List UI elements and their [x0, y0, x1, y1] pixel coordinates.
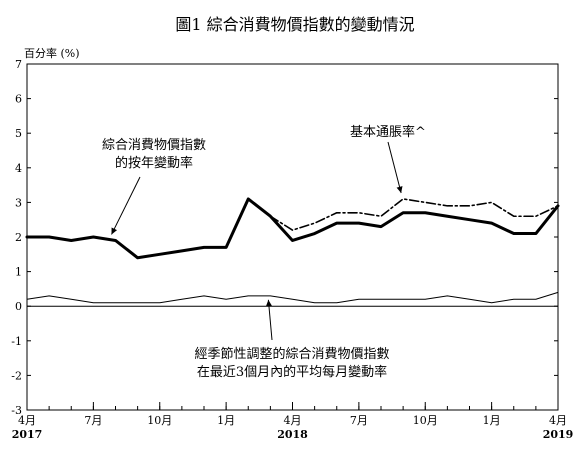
- annotation-2-line: 基本通脹率^: [350, 124, 426, 140]
- y-tick-label: -1: [11, 335, 22, 348]
- series-line-3: [26, 291, 559, 304]
- annotation-3-line: 經季節性調整的綜合消費物價指數: [194, 346, 389, 362]
- x-tick-label: 4月: [18, 414, 36, 427]
- y-tick-label: -3: [11, 404, 22, 417]
- annotation-2-arrow-shaft: [387, 141, 402, 194]
- annotation-2-arrow-head: [396, 186, 403, 193]
- x-tick-label: 10月: [413, 414, 438, 427]
- x-tick-label: 1月: [483, 414, 501, 427]
- annotation-1-arrow-head: [111, 227, 118, 235]
- y-tick-label: 4: [15, 162, 22, 175]
- x-tick-label: 4月: [549, 414, 567, 427]
- x-tick-label: 7月: [350, 414, 368, 427]
- annotation-1-arrow-shaft: [111, 176, 141, 235]
- series-layer: [25, 197, 560, 304]
- y-tick-label: 2: [15, 231, 22, 244]
- chart-title: 圖1 綜合消費物價指數的變動情況: [175, 15, 414, 34]
- y-tick-label: -2: [11, 369, 22, 382]
- y-tick-label: 5: [15, 127, 22, 140]
- x-tick-label: 7月: [84, 414, 102, 427]
- annotation-3-arrow-shaft: [267, 299, 273, 341]
- x-tick-label: 10月: [147, 414, 172, 427]
- x-year-label: 2019: [543, 428, 574, 441]
- annotation-1-line: 的按年變動率: [115, 155, 193, 171]
- annotation-3-arrow-head: [265, 299, 272, 307]
- annotation-3-line: 在最近3個月內的平均每月變動率: [197, 364, 387, 380]
- x-tick-label: 4月: [284, 414, 302, 427]
- y-axis-unit-label: 百分率 (%): [24, 46, 80, 60]
- x-tick-label: 1月: [217, 414, 235, 427]
- x-year-label: 2018: [277, 428, 308, 441]
- series-line-2: [269, 198, 559, 231]
- y-tick-label: 7: [15, 58, 22, 71]
- series-line-1: [25, 197, 560, 260]
- y-tick-label: 0: [15, 300, 22, 313]
- x-year-label: 2017: [12, 428, 43, 441]
- y-tick-label: 6: [15, 93, 22, 106]
- y-tick-label: 3: [15, 196, 22, 209]
- y-tick-label: 1: [15, 266, 22, 279]
- annotation-1-line: 綜合消費物價指數: [102, 138, 206, 153]
